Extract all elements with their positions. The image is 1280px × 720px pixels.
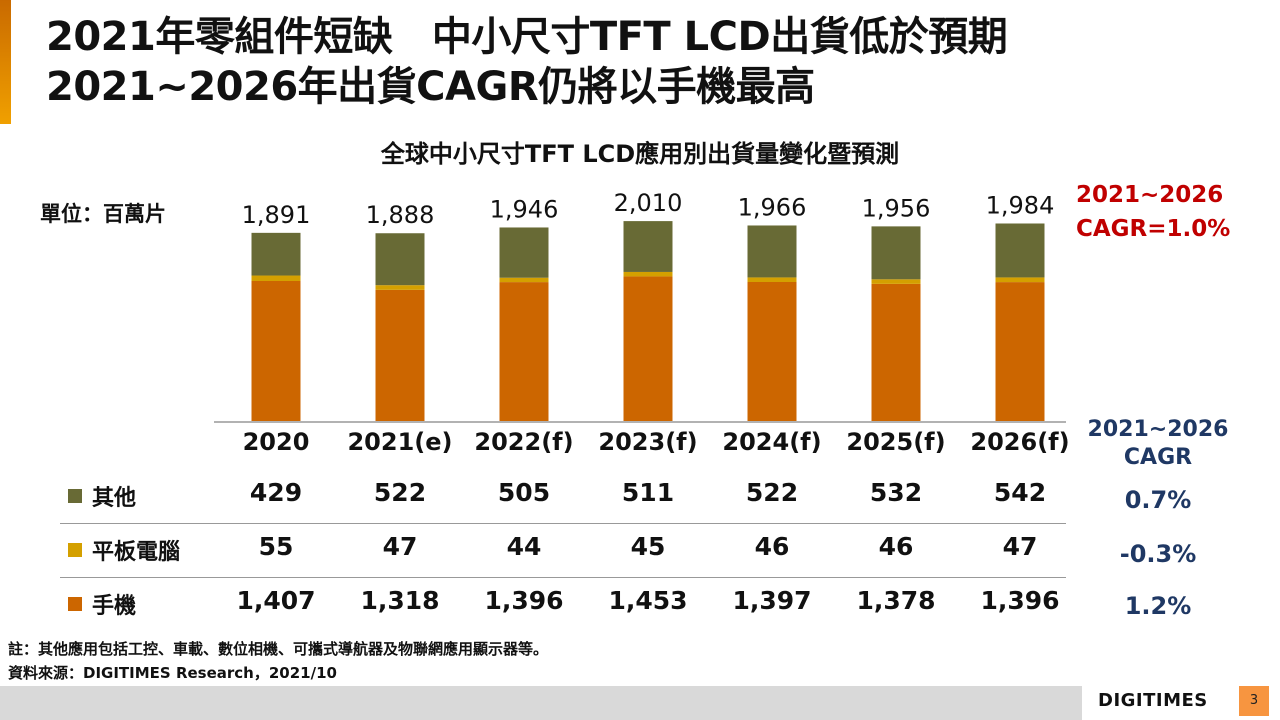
table-cell: 55: [258, 532, 294, 561]
title-line-1: 2021年零組件短缺 中小尺寸TFT LCD出貨低於預期: [46, 14, 1008, 60]
x-axis-label: 2024(f): [722, 428, 822, 456]
bar-segment-手機-2020: [251, 281, 301, 421]
table-row: 手機 1,407 1,318 1,396 1,453 1,397 1,378 1,396: [60, 580, 1066, 634]
legend-label: 其他: [92, 486, 137, 511]
unit-label: 單位：百萬片: [40, 202, 166, 226]
table-cell: 1,407: [236, 586, 316, 615]
bar-segment-手機-2025(f): [871, 283, 921, 421]
cagr-tablet: -0.3%: [1119, 540, 1197, 568]
table-cell: 1,378: [856, 586, 936, 615]
bar-segment-平板電腦-2026(f): [995, 277, 1045, 283]
table-cell: 522: [745, 478, 799, 507]
page-number: 3: [1239, 686, 1269, 716]
bar-segment-其他-2021(e): [375, 233, 425, 286]
bar-segment-平板電腦-2023(f): [623, 271, 673, 277]
table-row: 平板電腦 55 47 44 45 46 46 47: [60, 526, 1066, 580]
cagr-header-period: 2021~2026: [1087, 417, 1229, 442]
table-cell: 44: [506, 532, 542, 561]
footer-bar: [0, 686, 1082, 720]
legend-entry: 其他: [68, 480, 136, 512]
cagr-other: 0.7%: [1124, 486, 1192, 514]
x-axis-label: 2026(f): [970, 428, 1070, 456]
table-cell: 47: [382, 532, 418, 561]
bar-segment-平板電腦-2020: [251, 275, 301, 282]
bar-total-label: 1,984: [986, 191, 1055, 219]
cagr-column-header: 2021~2026 CAGR: [1068, 416, 1248, 472]
bar-total-label: 1,966: [738, 193, 807, 221]
accent-bar: [0, 0, 11, 124]
bar-segment-平板電腦-2025(f): [871, 279, 921, 284]
chart-title: 全球中小尺寸TFT LCD應用別出貨量變化暨預測: [380, 140, 900, 168]
digitimes-logo: DIGITIMES: [1098, 690, 1208, 711]
bar-segment-其他-2022(f): [499, 227, 549, 278]
legend-label: 手機: [92, 594, 137, 619]
bar-total-label: 1,891: [242, 201, 311, 229]
bar-segment-平板電腦-2021(e): [375, 285, 425, 290]
bar-total-label: 1,888: [366, 201, 435, 229]
source-note: 資料來源：DIGITIMES Research，2021/10: [8, 664, 337, 682]
cagr-header-label: CAGR: [1123, 445, 1193, 470]
x-axis-label: 2023(f): [598, 428, 698, 456]
bar-segment-手機-2021(e): [375, 289, 425, 421]
legend-swatch: [68, 543, 82, 557]
table-cell: 46: [754, 532, 790, 561]
table-cell: 1,397: [732, 586, 812, 615]
bar-segment-其他-2020: [251, 232, 301, 276]
table-cell: 542: [993, 478, 1047, 507]
x-axis-label: 2021(e): [347, 428, 453, 456]
table-cell: 429: [249, 478, 303, 507]
bar-segment-手機-2023(f): [623, 276, 673, 421]
bar-segment-其他-2025(f): [871, 226, 921, 280]
table-cell: 47: [1002, 532, 1038, 561]
row-divider: [60, 523, 1066, 524]
legend-entry: 手機: [68, 588, 136, 620]
footnote: 註：其他應用包括工控、車載、數位相機、可攜式導航器及物聯網應用顯示器等。: [8, 640, 549, 658]
bar-segment-其他-2024(f): [747, 225, 797, 278]
table-cell: 1,396: [484, 586, 564, 615]
bar-segment-平板電腦-2022(f): [499, 277, 549, 283]
bar-segment-平板電腦-2024(f): [747, 277, 797, 282]
bar-segment-其他-2026(f): [995, 223, 1045, 278]
table-cell: 45: [630, 532, 666, 561]
bar-total-label: 2,010: [614, 189, 683, 217]
cagr-phone: 1.2%: [1124, 592, 1192, 620]
bar-segment-手機-2024(f): [747, 281, 797, 421]
table-cell: 1,318: [360, 586, 440, 615]
bar-segment-手機-2022(f): [499, 282, 549, 421]
total-cagr-period: 2021~2026: [1076, 182, 1224, 208]
stacked-bar-chart: 1,891 1,888 1,946 2,010 1,966 1,956 1,984: [214, 189, 1066, 423]
table-row: 其他 429 522 505 511 522 532 542: [60, 472, 1066, 526]
table-cell: 505: [497, 478, 551, 507]
title-line-2: 2021~2026年出貨CAGR仍將以手機最高: [46, 64, 815, 110]
bar-segment-手機-2026(f): [995, 282, 1045, 421]
x-axis-label: 2025(f): [846, 428, 946, 456]
table-cell: 511: [621, 478, 675, 507]
bar-total-label: 1,956: [862, 194, 931, 222]
slide-title: 2021年零組件短缺 中小尺寸TFT LCD出貨低於預期 2021~2026年出…: [46, 12, 1008, 112]
x-axis-label: 2022(f): [474, 428, 574, 456]
total-cagr: 2021~2026 CAGR=1.0%: [1076, 178, 1230, 246]
table-cell: 532: [869, 478, 923, 507]
total-cagr-value: CAGR=1.0%: [1076, 216, 1231, 242]
table-cell: 1,453: [608, 586, 688, 615]
legend-swatch: [68, 489, 82, 503]
table-cell: 522: [373, 478, 427, 507]
legend-entry: 平板電腦: [68, 534, 180, 566]
bar-total-label: 1,946: [490, 195, 559, 223]
bar-segment-其他-2023(f): [623, 221, 673, 272]
row-divider: [60, 577, 1066, 578]
table-cell: 46: [878, 532, 914, 561]
legend-swatch: [68, 597, 82, 611]
x-axis-label: 2020: [242, 428, 310, 456]
legend-label: 平板電腦: [92, 540, 181, 565]
table-cell: 1,396: [980, 586, 1060, 615]
